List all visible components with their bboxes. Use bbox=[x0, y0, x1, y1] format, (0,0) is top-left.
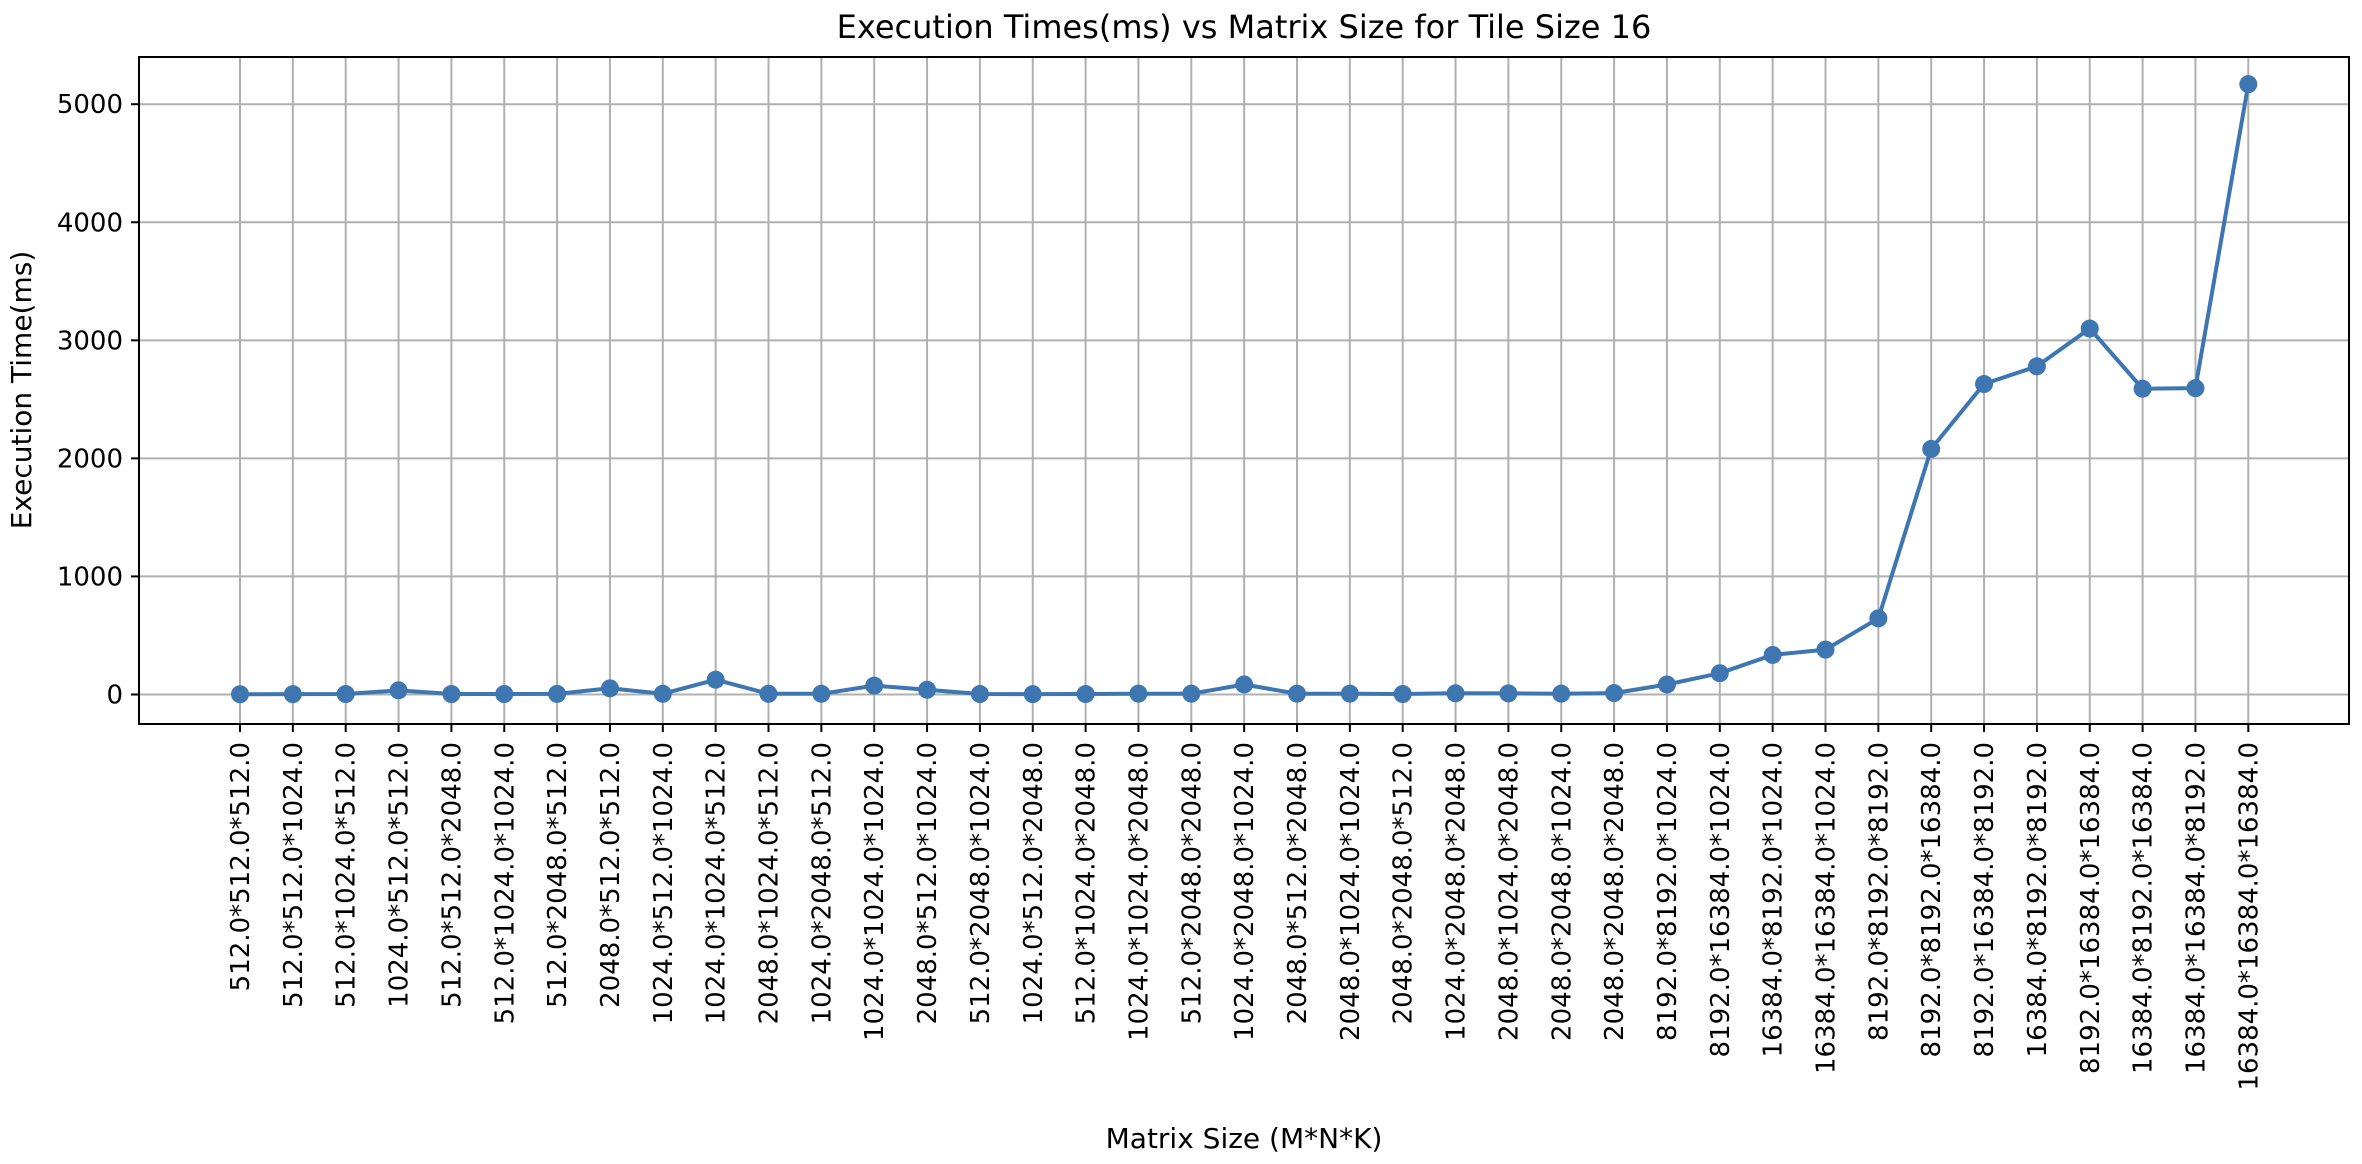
data-point bbox=[812, 684, 831, 703]
y-tick-label: 3000 bbox=[57, 326, 123, 356]
data-point bbox=[1182, 684, 1201, 703]
y-tick-label: 4000 bbox=[57, 208, 123, 238]
y-axis-ticks: 0 1000 2000 3000 4000 5000 bbox=[57, 90, 139, 710]
x-tick-label: 16384.0*16384.0*16384.0 bbox=[2234, 742, 2264, 1091]
x-tick-label: 1024.0*2048.0*1024.0 bbox=[1230, 742, 1260, 1041]
data-point bbox=[970, 685, 989, 704]
data-point bbox=[1235, 675, 1254, 694]
data-point bbox=[2027, 357, 2046, 376]
x-tick-label: 2048.0*1024.0*512.0 bbox=[755, 742, 785, 1024]
data-point bbox=[1076, 685, 1095, 704]
x-tick-label: 16384.0*16384.0*1024.0 bbox=[1812, 742, 1842, 1074]
data-point bbox=[2186, 379, 2205, 398]
data-point bbox=[1129, 684, 1148, 703]
x-tick-label: 8192.0*16384.0*16384.0 bbox=[2076, 742, 2106, 1074]
x-tick-label: 16384.0*8192.0*16384.0 bbox=[2129, 742, 2159, 1074]
data-point bbox=[865, 676, 884, 695]
y-tick-label: 0 bbox=[106, 680, 123, 710]
plot-frame bbox=[138, 56, 2350, 725]
data-point bbox=[1446, 684, 1465, 703]
x-tick-label: 8192.0*16384.0*1024.0 bbox=[1706, 742, 1736, 1057]
x-tick-label: 512.0*512.0*2048.0 bbox=[437, 742, 467, 1008]
data-point bbox=[1922, 439, 1941, 458]
data-point bbox=[495, 685, 514, 704]
grid bbox=[139, 57, 2349, 724]
x-tick-label: 512.0*2048.0*512.0 bbox=[543, 742, 573, 1008]
data-point bbox=[2133, 379, 2152, 398]
data-point bbox=[283, 685, 302, 704]
data-point bbox=[1499, 684, 1518, 703]
x-tick-label: 2048.0*512.0*512.0 bbox=[596, 742, 626, 1008]
x-tick-label: 512.0*1024.0*512.0 bbox=[332, 742, 362, 1008]
x-tick-label: 16384.0*8192.0*1024.0 bbox=[1759, 742, 1789, 1057]
x-tick-label: 8192.0*8192.0*8192.0 bbox=[1864, 742, 1894, 1041]
chart-title: Execution Times(ms) vs Matrix Size for T… bbox=[837, 8, 1652, 46]
x-tick-label: 512.0*1024.0*1024.0 bbox=[490, 742, 520, 1024]
x-tick-label: 2048.0*2048.0*1024.0 bbox=[1547, 742, 1577, 1041]
data-point bbox=[653, 684, 672, 703]
data-point bbox=[1023, 685, 1042, 704]
data-point bbox=[1288, 684, 1306, 703]
x-tick-label: 1024.0*512.0*512.0 bbox=[385, 742, 415, 1008]
x-tick-label: 1024.0*2048.0*512.0 bbox=[807, 742, 837, 1024]
series bbox=[231, 75, 2258, 704]
data-point bbox=[1763, 645, 1782, 664]
x-tick-label: 2048.0*512.0*1024.0 bbox=[913, 742, 943, 1024]
x-axis-label: Matrix Size (M*N*K) bbox=[1106, 1122, 1383, 1155]
x-tick-label: 512.0*2048.0*1024.0 bbox=[966, 742, 996, 1024]
y-tick-label: 2000 bbox=[57, 444, 123, 474]
x-tick-label: 1024.0*512.0*2048.0 bbox=[1019, 742, 1049, 1024]
data-point bbox=[1340, 684, 1359, 703]
data-point bbox=[1816, 640, 1835, 659]
data-point bbox=[918, 680, 937, 699]
data-point bbox=[600, 679, 619, 698]
y-tick-label: 5000 bbox=[57, 90, 123, 120]
x-tick-label: 2048.0*2048.0*2048.0 bbox=[1600, 742, 1630, 1041]
x-tick-label: 1024.0*512.0*1024.0 bbox=[649, 742, 679, 1024]
x-tick-label: 16384.0*16384.0*8192.0 bbox=[2181, 742, 2211, 1074]
data-point bbox=[442, 685, 461, 704]
x-tick-label: 16384.0*8192.0*8192.0 bbox=[2023, 742, 2053, 1057]
data-point bbox=[1975, 375, 1994, 394]
data-point bbox=[389, 681, 408, 700]
y-tick-label: 1000 bbox=[57, 562, 123, 592]
data-point bbox=[759, 684, 778, 703]
x-tick-label: 2048.0*1024.0*1024.0 bbox=[1336, 742, 1366, 1041]
x-tick-label: 1024.0*1024.0*512.0 bbox=[702, 742, 732, 1024]
data-point bbox=[548, 684, 567, 703]
x-tick-label: 512.0*1024.0*2048.0 bbox=[1072, 742, 1102, 1024]
x-tick-label: 512.0*512.0*512.0 bbox=[226, 742, 256, 991]
x-axis-ticks: 512.0*512.0*512.0 512.0*512.0*1024.0 512.0… bbox=[226, 724, 2264, 1091]
x-tick-label: 1024.0*1024.0*2048.0 bbox=[1124, 742, 1154, 1041]
data-point bbox=[1710, 664, 1729, 683]
data-point bbox=[2080, 319, 2099, 338]
data-point bbox=[1552, 684, 1571, 703]
x-tick-label: 8192.0*16384.0*8192.0 bbox=[1970, 742, 2000, 1057]
data-point bbox=[336, 685, 355, 704]
data-point bbox=[1393, 685, 1412, 704]
x-tick-label: 2048.0*2048.0*512.0 bbox=[1389, 742, 1419, 1024]
data-point bbox=[1657, 675, 1676, 694]
data-point bbox=[1605, 684, 1624, 703]
data-point bbox=[1869, 609, 1888, 628]
data-point bbox=[2239, 75, 2258, 94]
x-tick-label: 512.0*2048.0*2048.0 bbox=[1177, 742, 1207, 1024]
x-tick-label: 8192.0*8192.0*1024.0 bbox=[1653, 742, 1683, 1041]
y-axis-label: Execution Time(ms) bbox=[5, 251, 38, 530]
x-tick-label: 8192.0*8192.0*16384.0 bbox=[1917, 742, 1947, 1057]
x-tick-label: 512.0*512.0*1024.0 bbox=[279, 742, 309, 1008]
x-tick-label: 1024.0*1024.0*1024.0 bbox=[860, 742, 890, 1041]
data-point bbox=[706, 670, 725, 689]
x-tick-label: 1024.0*2048.0*2048.0 bbox=[1442, 742, 1472, 1041]
x-tick-label: 2048.0*512.0*2048.0 bbox=[1283, 742, 1313, 1024]
x-tick-label: 2048.0*1024.0*2048.0 bbox=[1494, 742, 1524, 1041]
data-point bbox=[231, 685, 249, 704]
